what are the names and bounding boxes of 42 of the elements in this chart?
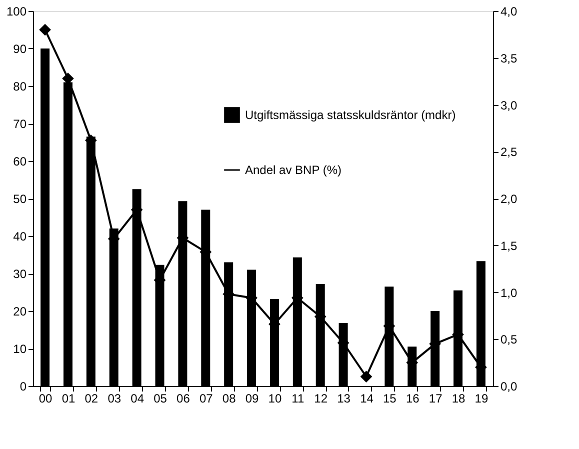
x-tick-label: 13 xyxy=(337,392,351,406)
x-tick-label: 12 xyxy=(314,392,328,406)
legend-label: Andel av BNP (%) xyxy=(245,163,342,177)
y-tick-label: 30 xyxy=(13,267,27,281)
x-tick-label: 04 xyxy=(130,392,144,406)
y-tick-label: 0 xyxy=(20,380,27,394)
y2-tick-label: 3,0 xyxy=(500,98,518,112)
x-tick-label: 08 xyxy=(222,392,236,406)
x-tick-label: 09 xyxy=(245,392,260,406)
y2-tick-label: 2,0 xyxy=(500,192,518,206)
x-tick-label: 14 xyxy=(360,392,374,406)
y-tick-label: 40 xyxy=(13,230,27,244)
y2-tick-label: 0,0 xyxy=(500,380,518,394)
y2-tick-label: 4,0 xyxy=(500,4,518,18)
y-tick-label: 80 xyxy=(13,80,27,94)
x-tick-label: 19 xyxy=(474,392,488,406)
x-tick-label: 01 xyxy=(62,392,76,406)
x-tick-label: 07 xyxy=(199,392,214,406)
y-tick-label: 50 xyxy=(13,192,27,206)
y2-tick-label: 1,5 xyxy=(500,238,518,253)
x-tick-label: 02 xyxy=(84,392,98,406)
x-tick-label: 10 xyxy=(268,392,282,406)
x-tick-label: 05 xyxy=(154,392,168,406)
y2-tick-label: 1,0 xyxy=(500,286,518,300)
y-tick-label: 90 xyxy=(13,42,27,56)
legend-label: Utgiftsmässiga statsskuldsräntor (mdkr) xyxy=(245,108,456,122)
y-tick-label: 70 xyxy=(13,117,27,131)
x-tick-label: 11 xyxy=(292,392,304,406)
x-tick-label: 16 xyxy=(406,392,420,406)
y-tick-label: 60 xyxy=(13,154,27,168)
y-tick-label: 20 xyxy=(13,304,27,318)
y2-tick-label: 3,5 xyxy=(500,51,518,66)
x-tick-label: 03 xyxy=(108,392,122,406)
x-tick-label: 18 xyxy=(452,392,466,406)
y-tick-label: 10 xyxy=(13,342,27,356)
x-tick-label: 00 xyxy=(38,392,53,406)
y2-tick-label: 2,5 xyxy=(500,145,518,160)
x-tick-label: 15 xyxy=(383,392,397,406)
y-tick-label: 100 xyxy=(6,4,27,18)
x-tick-label: 17 xyxy=(428,392,443,406)
x-tick-label: 06 xyxy=(176,392,190,406)
y2-tick-label: 0,5 xyxy=(500,332,518,347)
